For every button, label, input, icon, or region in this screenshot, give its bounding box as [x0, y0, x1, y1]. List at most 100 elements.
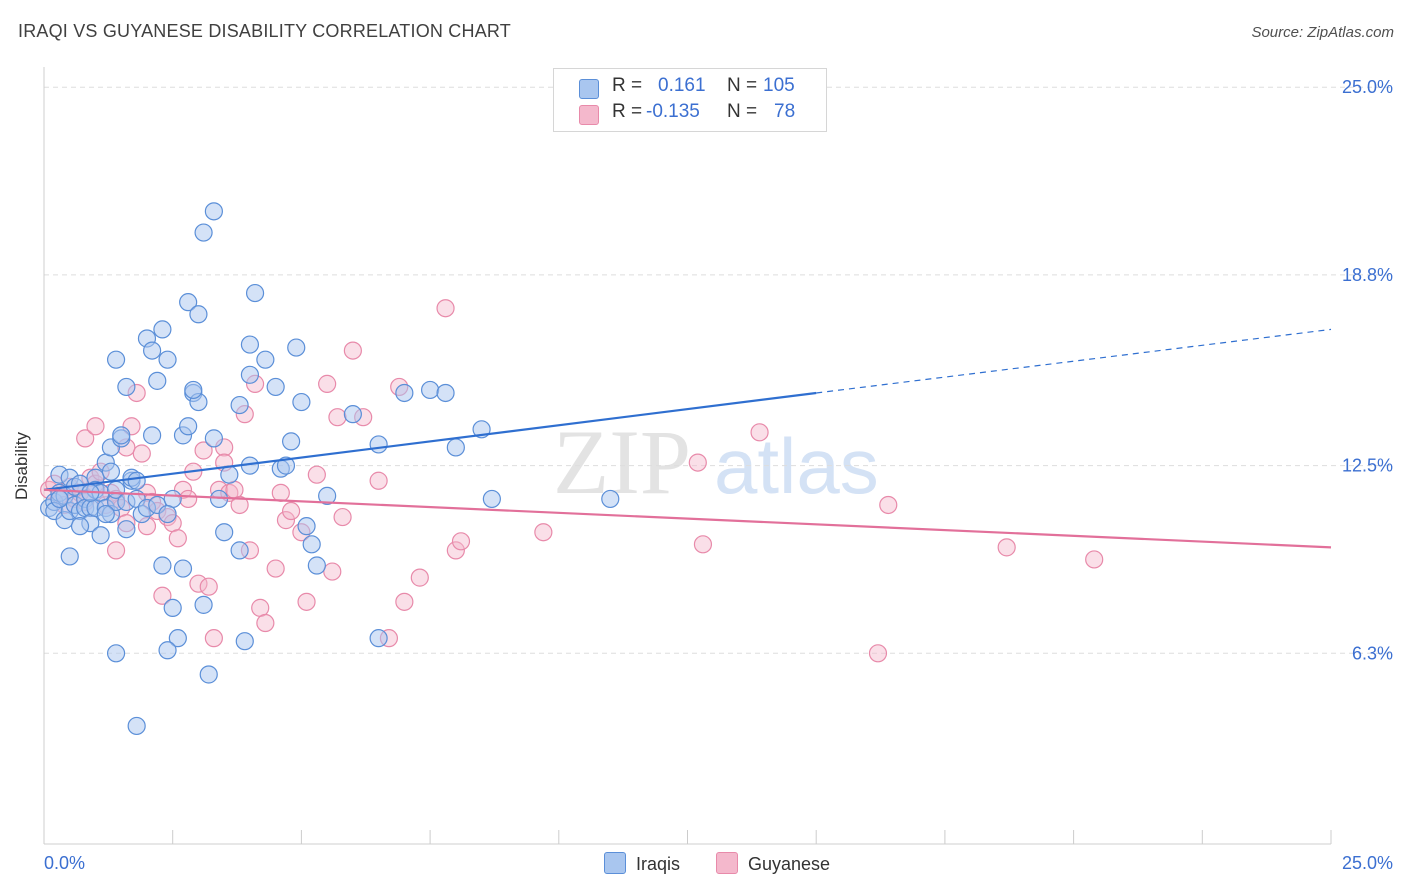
iraqis-legend-swatch — [604, 852, 626, 874]
data-point-iraqis — [421, 380, 440, 400]
data-point-guyanese — [318, 374, 337, 393]
data-point-iraqis — [276, 456, 296, 475]
legend-n-label: N = — [727, 75, 758, 96]
data-point-iraqis — [318, 486, 337, 505]
data-point-iraqis — [163, 598, 182, 617]
data-point-iraqis — [369, 629, 388, 648]
legend-r-value: -0.135 — [646, 101, 700, 122]
data-point-guyanese — [199, 577, 218, 596]
data-point-iraqis — [106, 350, 126, 369]
data-point-iraqis — [266, 377, 285, 397]
data-point-guyanese — [534, 523, 553, 542]
trendlines — [43, 328, 1332, 549]
legend-item-guyanese: Guyanese — [716, 852, 830, 875]
trendline-iraqis-extension — [816, 328, 1332, 394]
data-point-iraqis — [96, 504, 115, 524]
data-point-guyanese — [194, 441, 213, 460]
data-point-iraqis — [60, 547, 79, 566]
data-point-iraqis — [245, 283, 265, 303]
watermark: ZIP atlas — [553, 411, 879, 513]
data-point-guyanese — [451, 532, 471, 551]
data-point-guyanese — [446, 541, 465, 560]
legend-n-value: 78 — [774, 101, 796, 122]
data-point-iraqis — [143, 341, 162, 360]
data-point-guyanese — [276, 511, 296, 530]
data-point-iraqis — [158, 504, 177, 524]
data-point-iraqis — [101, 462, 121, 481]
data-point-guyanese — [168, 529, 187, 548]
data-point-guyanese — [106, 541, 126, 560]
legend-r-value: 0.161 — [658, 75, 706, 96]
data-point-iraqis — [153, 320, 172, 339]
data-point-iraqis — [204, 202, 223, 221]
data-point-iraqis — [240, 365, 260, 384]
data-point-iraqis — [230, 395, 249, 415]
data-point-iraqis — [127, 471, 146, 490]
data-point-iraqis — [194, 595, 213, 614]
data-point-guyanese — [395, 592, 414, 611]
data-point-iraqis — [158, 641, 177, 660]
data-point-iraqis — [127, 716, 146, 736]
iraqis-legend-label: Iraqis — [636, 854, 681, 874]
data-point-iraqis — [179, 417, 198, 436]
data-point-iraqis — [194, 223, 213, 242]
tick-labels: 6.3% 12.5% 18.8% 25.0% 0.0% 25.0% — [44, 77, 1393, 873]
x-tick-label: 25.0% — [1342, 853, 1393, 873]
data-point-iraqis — [158, 350, 177, 369]
y-tick-label: 12.5% — [1342, 456, 1393, 476]
data-point-iraqis — [240, 335, 260, 354]
data-point-guyanese — [271, 483, 290, 502]
data-point-iraqis — [106, 644, 126, 663]
data-point-iraqis — [220, 465, 239, 484]
data-point-iraqis — [395, 383, 414, 403]
data-point-iraqis — [50, 489, 69, 509]
data-point-guyanese — [410, 568, 429, 587]
data-point-guyanese — [879, 495, 898, 515]
data-point-guyanese — [369, 471, 388, 490]
data-point-iraqis — [282, 432, 301, 451]
data-point-guyanese — [230, 495, 249, 515]
data-point-guyanese — [132, 444, 151, 463]
data-point-iraqis — [189, 305, 208, 324]
data-point-iraqis — [307, 556, 326, 575]
data-point-guyanese — [266, 559, 285, 578]
guyanese-legend-label: Guyanese — [748, 854, 831, 874]
x-tick-label: 0.0% — [44, 853, 85, 873]
data-point-iraqis — [256, 350, 275, 369]
data-point-guyanese — [189, 574, 208, 593]
data-point-iraqis — [117, 520, 136, 539]
chart-title: IRAQI VS GUYANESE DISABILITY CORRELATION… — [18, 21, 511, 41]
data-point-iraqis — [369, 435, 388, 454]
legend-r-label: R = — [612, 75, 643, 96]
data-point-guyanese — [1085, 550, 1104, 569]
data-point-iraqis — [199, 665, 218, 684]
data-point-guyanese — [256, 613, 275, 633]
data-point-iraqis — [482, 489, 501, 509]
data-point-guyanese — [328, 408, 347, 427]
data-point-guyanese — [333, 507, 352, 527]
data-point-iraqis — [230, 541, 249, 560]
data-point-iraqis — [91, 526, 110, 545]
legend-item-iraqis: Iraqis — [604, 852, 680, 875]
data-point-iraqis — [343, 405, 362, 424]
data-point-iraqis — [70, 517, 90, 536]
data-point-guyanese — [204, 629, 223, 648]
data-point-iraqis — [446, 438, 465, 457]
source-label: Source: ZipAtlas.com — [1251, 24, 1394, 41]
guyanese-legend-swatch — [716, 852, 738, 874]
data-point-iraqis — [436, 383, 455, 403]
data-point-iraqis — [117, 377, 136, 397]
series-iraqis-points — [40, 202, 620, 736]
data-point-iraqis — [143, 426, 162, 445]
data-point-iraqis — [184, 380, 203, 400]
data-point-guyanese — [86, 417, 105, 436]
y-axis-label: Disability — [12, 431, 31, 501]
data-point-guyanese — [179, 489, 198, 509]
data-point-guyanese — [225, 480, 244, 499]
data-point-guyanese — [868, 644, 888, 663]
data-point-guyanese — [153, 586, 172, 605]
y-tick-label: 6.3% — [1352, 643, 1393, 663]
data-point-iraqis — [302, 535, 321, 554]
data-point-guyanese — [997, 538, 1016, 557]
